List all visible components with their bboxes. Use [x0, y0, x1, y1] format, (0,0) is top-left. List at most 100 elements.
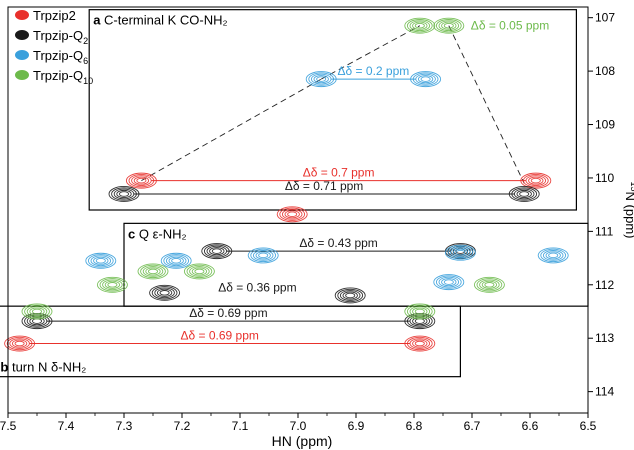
contour-ring [99, 278, 126, 292]
y-tick-label: 111 [595, 224, 614, 238]
peak-contour [433, 17, 465, 34]
y-axis-label-superscript: 15 [629, 182, 634, 192]
contour-ring [443, 22, 454, 29]
contour-ring [409, 338, 431, 349]
peak-contour [520, 172, 552, 189]
delta-label: Δδ = 0.43 ppm [299, 236, 377, 250]
peak-contour [137, 263, 169, 280]
dashed-connector [320, 25, 421, 80]
contour-ring [6, 336, 33, 351]
contour-ring [481, 280, 498, 289]
contour-ring [404, 303, 436, 320]
contour-ring [31, 308, 43, 315]
peak-contour [85, 252, 117, 269]
contour-ring [435, 19, 462, 33]
panel-a-title: a C-terminal K CO-NH₂ [93, 13, 227, 28]
contour-ring [415, 73, 436, 85]
contour-ring [337, 288, 364, 303]
contour-ring [310, 73, 332, 85]
contour-ring [206, 245, 228, 257]
contour-ring [279, 207, 306, 221]
peak-contour [433, 274, 465, 291]
contour-ring [412, 21, 428, 30]
contour-ring [189, 266, 210, 277]
contour-ring [154, 287, 175, 299]
contour-ring [203, 244, 230, 258]
peak-contours [4, 17, 569, 352]
contour-ring [406, 19, 433, 33]
contour-ring [410, 71, 442, 88]
x-tick-label: 7.1 [232, 419, 249, 433]
legend-label-text: Trpzip-Q [33, 48, 83, 63]
dashed-connectors [141, 25, 525, 184]
contour-ring [186, 264, 213, 279]
contour-ring [443, 279, 454, 285]
dashed-connector [448, 25, 525, 184]
contour-ring [441, 21, 457, 30]
peak-contour [183, 263, 215, 280]
peak-contour [247, 247, 279, 264]
contour-ring [128, 173, 155, 188]
contour-ring [522, 173, 549, 188]
contour-ring [131, 175, 152, 186]
panel-b-letter: b [0, 360, 12, 375]
contour-ring [250, 248, 277, 263]
peak-contour [537, 247, 569, 264]
delta-label: Δδ = 0.36 ppm [218, 280, 296, 294]
contour-ring [542, 250, 564, 261]
contour-ring [484, 282, 495, 288]
contour-ring [111, 187, 137, 201]
contour-ring [412, 72, 439, 86]
contour-ring [530, 177, 541, 184]
contour-ring [11, 339, 28, 348]
contour-ring [342, 291, 358, 300]
panel-a-letter: a [93, 13, 104, 28]
dashed-connector [141, 78, 322, 182]
contour-ring [452, 248, 469, 257]
y-tick-label: 107 [595, 11, 615, 25]
contour-ring [149, 284, 181, 301]
contour-ring [276, 206, 308, 223]
contour-ring [165, 255, 187, 267]
peak-contour [508, 186, 540, 202]
contour-ring [414, 318, 425, 324]
y-tick-label: 113 [595, 331, 614, 345]
contour-ring [145, 267, 161, 276]
legend-label: Trpzip-Q6 [33, 48, 88, 66]
legend-label: Trpzip-Q2 [33, 28, 88, 46]
contour-ring [438, 276, 460, 288]
y-axis-label: 15N (ppm) [623, 182, 634, 239]
panel-titles: a C-terminal K CO-NH₂ c Q ε-NH₂ b turn N δ… [0, 13, 227, 375]
contour-ring [168, 256, 184, 265]
contour-ring [414, 22, 425, 29]
contour-ring [252, 250, 274, 261]
contour-ring [209, 247, 225, 256]
peak-contour [276, 206, 308, 223]
contour-ring [125, 172, 157, 189]
contour-ring [281, 208, 303, 220]
contour-ring [511, 187, 538, 201]
contour-ring [339, 290, 361, 301]
contour-ring [525, 175, 547, 186]
contour-ring [412, 339, 428, 348]
contour-ring [247, 247, 279, 264]
legend-label: Trpzip-Q10 [33, 68, 93, 86]
contour-ring [316, 76, 327, 82]
panel-a-text: C-terminal K CO-NH₂ [104, 13, 228, 28]
contour-ring [133, 176, 150, 185]
contour-ring [104, 280, 121, 289]
contour-ring [194, 268, 205, 275]
contour-ring [435, 275, 462, 289]
contour-ring [519, 191, 530, 197]
legend-swatch [15, 10, 29, 20]
contour-ring [24, 304, 50, 319]
peak-contour [444, 244, 476, 261]
contour-ring [334, 287, 366, 304]
peak-contour [108, 186, 140, 202]
legend-label-subscript: 6 [83, 56, 88, 66]
panel-c-letter: c [128, 226, 139, 241]
y-tick-label: 110 [595, 171, 614, 185]
delta-label: Δδ = 0.69 ppm [180, 329, 258, 343]
contour-ring [171, 258, 182, 264]
